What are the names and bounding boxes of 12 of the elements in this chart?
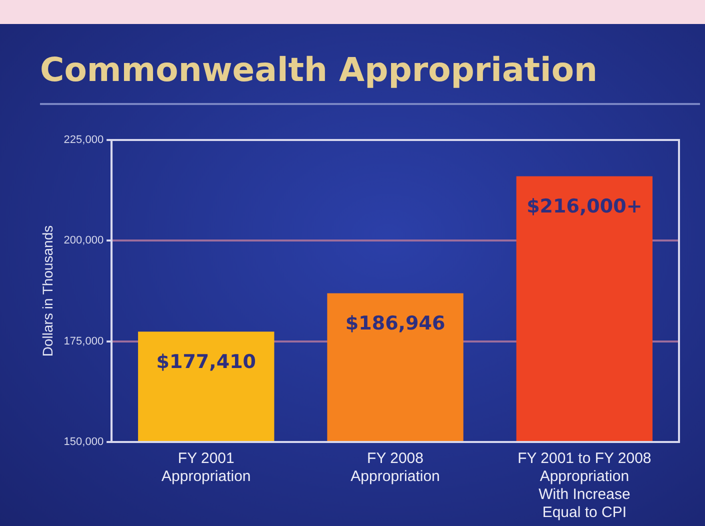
data-label: $177,410 <box>156 351 256 374</box>
x-tick-label: FY 2001 Appropriation <box>162 450 251 486</box>
data-label: $186,946 <box>345 312 446 335</box>
y-tick-label: 225,000 <box>64 134 104 146</box>
y-tick-label: 175,000 <box>64 335 104 348</box>
y-tick-label: 200,000 <box>64 234 104 247</box>
x-tick-label: FY 2008 Appropriation <box>350 450 440 486</box>
y-axis-title: Dollars in Thousands <box>39 225 56 357</box>
chart-title: Commonwealth Appropriation <box>40 50 598 89</box>
x-tick-label: FY 2001 to FY 2008 Appropriation With Increase Equal to CPI <box>518 450 652 522</box>
y-tick-label: 150,000 <box>64 436 104 448</box>
data-label: $216,000+ <box>526 196 642 218</box>
